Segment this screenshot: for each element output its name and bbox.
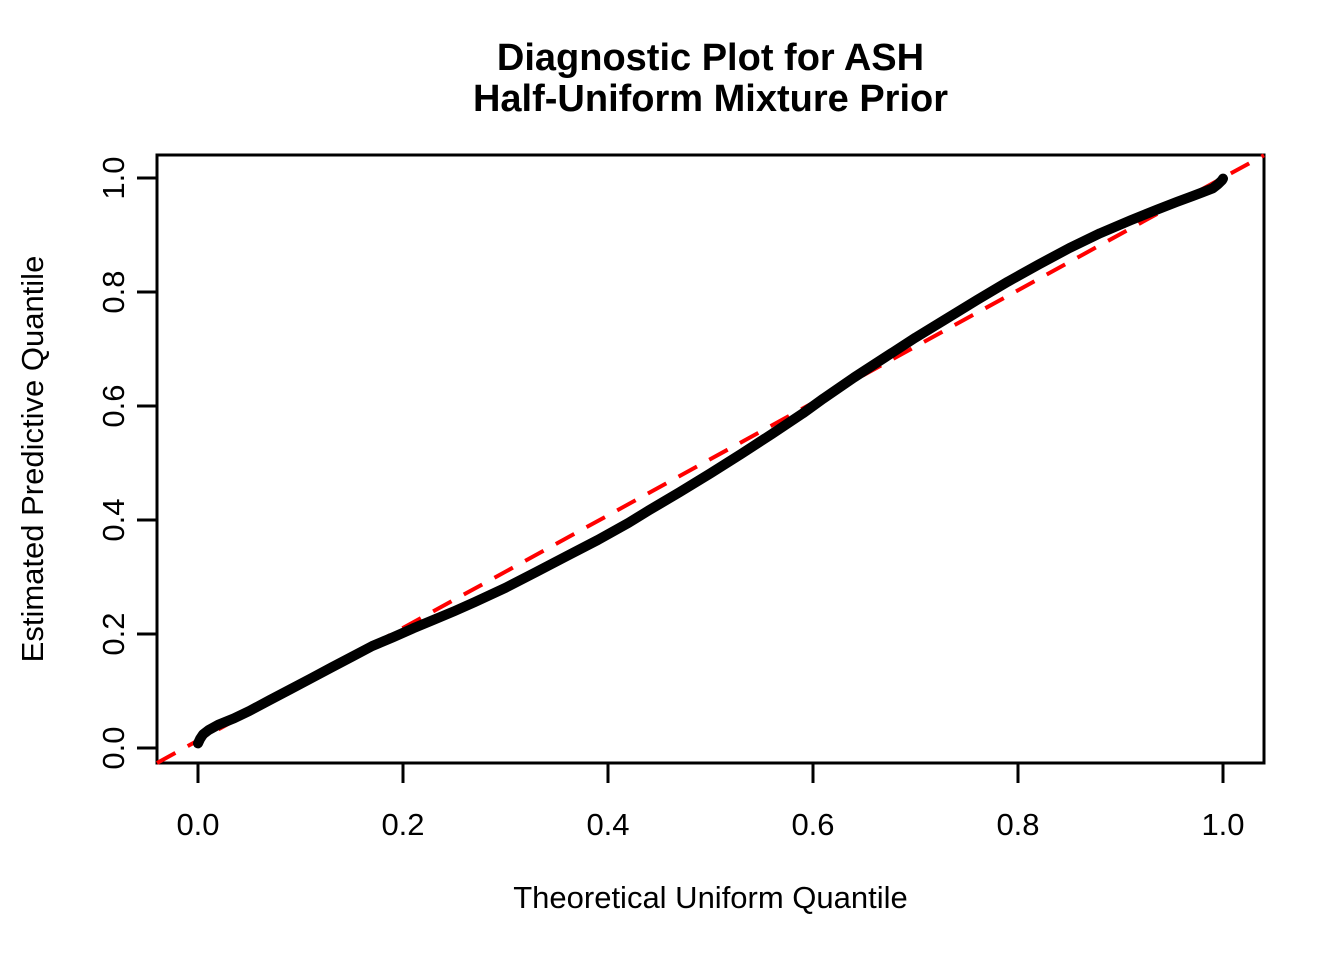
x-tick-label: 0.0: [176, 807, 219, 842]
chart-title-line2: Half-Uniform Mixture Prior: [472, 78, 949, 120]
x-tick-label: 1.0: [1201, 807, 1244, 842]
qq-curve: [193, 173, 1228, 749]
y-tick-label: 0.4: [96, 498, 131, 541]
x-tick-label: 0.6: [791, 807, 834, 842]
plot-box: [155, 153, 1266, 765]
y-tick-label: 0.0: [96, 726, 131, 769]
x-tick-label: 0.8: [996, 807, 1039, 842]
x-tick-label: 0.4: [586, 807, 629, 842]
y-axis-title: Estimated Predictive Quantile: [15, 255, 50, 663]
x-axis-title: Theoretical Uniform Quantile: [513, 880, 908, 915]
chart-title: Diagnostic Plot for ASH Half-Uniform Mix…: [157, 38, 1264, 120]
chart-title-line1: Diagnostic Plot for ASH: [496, 37, 925, 79]
x-tick-label: 0.2: [381, 807, 424, 842]
y-tick-label: 0.6: [96, 384, 131, 427]
y-tick-label: 0.2: [96, 612, 131, 655]
y-tick-label: 1.0: [96, 156, 131, 199]
y-tick-label: 0.8: [96, 270, 131, 313]
